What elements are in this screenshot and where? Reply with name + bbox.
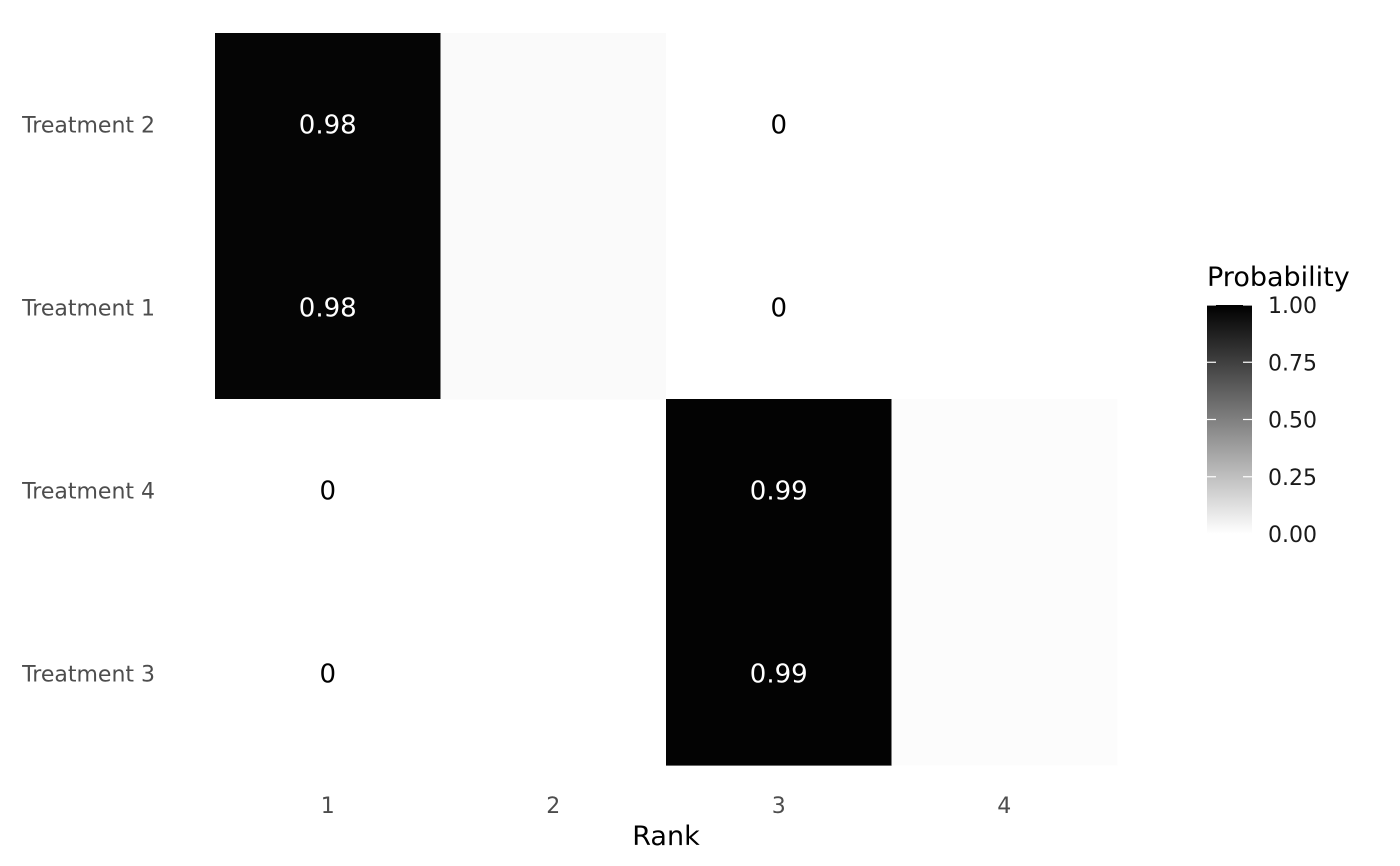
legend-title: Probability: [1207, 262, 1350, 293]
x-axis-title: Rank: [632, 821, 700, 852]
heatmap-cell: [215, 399, 442, 583]
y-tick-label: Treatment 4: [21, 480, 155, 505]
heatmap-cell: [440, 216, 667, 400]
color-legend: Probability 1.00 0.75 0.50 0.25 0.00: [1207, 262, 1350, 548]
cell-label: 0.99: [750, 477, 808, 507]
legend-tick-label: 0.75: [1268, 351, 1317, 376]
heatmap-cell: [891, 399, 1118, 583]
cell-label: 0: [319, 660, 336, 690]
cell-label: 0: [770, 111, 787, 141]
cell-label: 0: [770, 294, 787, 324]
x-tick-label: 2: [546, 794, 560, 819]
heatmap-cell: [666, 399, 893, 583]
heatmap-cell: [666, 216, 893, 400]
x-tick-label: 4: [997, 794, 1011, 819]
cell-label: 0.99: [750, 660, 808, 690]
cell-labels: 0.98 0 0.98 0 0 0.99 0 0.99: [299, 111, 808, 690]
y-tick-label: Treatment 3: [21, 663, 155, 688]
x-tick-label: 1: [321, 794, 335, 819]
y-tick-label: Treatment 1: [21, 297, 155, 322]
heatmap-cell: [215, 582, 442, 766]
y-tick-label: Treatment 2: [21, 114, 155, 139]
legend-tick-label: 1.00: [1268, 294, 1317, 319]
legend-tick-label: 0.00: [1268, 523, 1317, 548]
heatmap-cells: [215, 33, 1118, 766]
legend-tick-label: 0.50: [1268, 409, 1317, 434]
heatmap-cell: [666, 582, 893, 766]
legend-tick-label: 0.25: [1268, 466, 1317, 491]
cell-label: 0: [319, 477, 336, 507]
heatmap-cell: [891, 582, 1118, 766]
legend-ticks: 1.00 0.75 0.50 0.25 0.00: [1207, 294, 1317, 548]
y-axis-ticks: Treatment 2 Treatment 1 Treatment 4 Treatme…: [21, 114, 155, 688]
heatmap-cell: [215, 216, 442, 400]
x-tick-label: 3: [772, 794, 786, 819]
heatmap-cell: [215, 33, 442, 217]
x-axis-ticks: 1 2 3 4: [321, 794, 1012, 819]
heatmap-cell: [666, 33, 893, 217]
cell-label: 0.98: [299, 111, 357, 141]
cell-label: 0.98: [299, 294, 357, 324]
heatmap-cell: [440, 33, 667, 217]
